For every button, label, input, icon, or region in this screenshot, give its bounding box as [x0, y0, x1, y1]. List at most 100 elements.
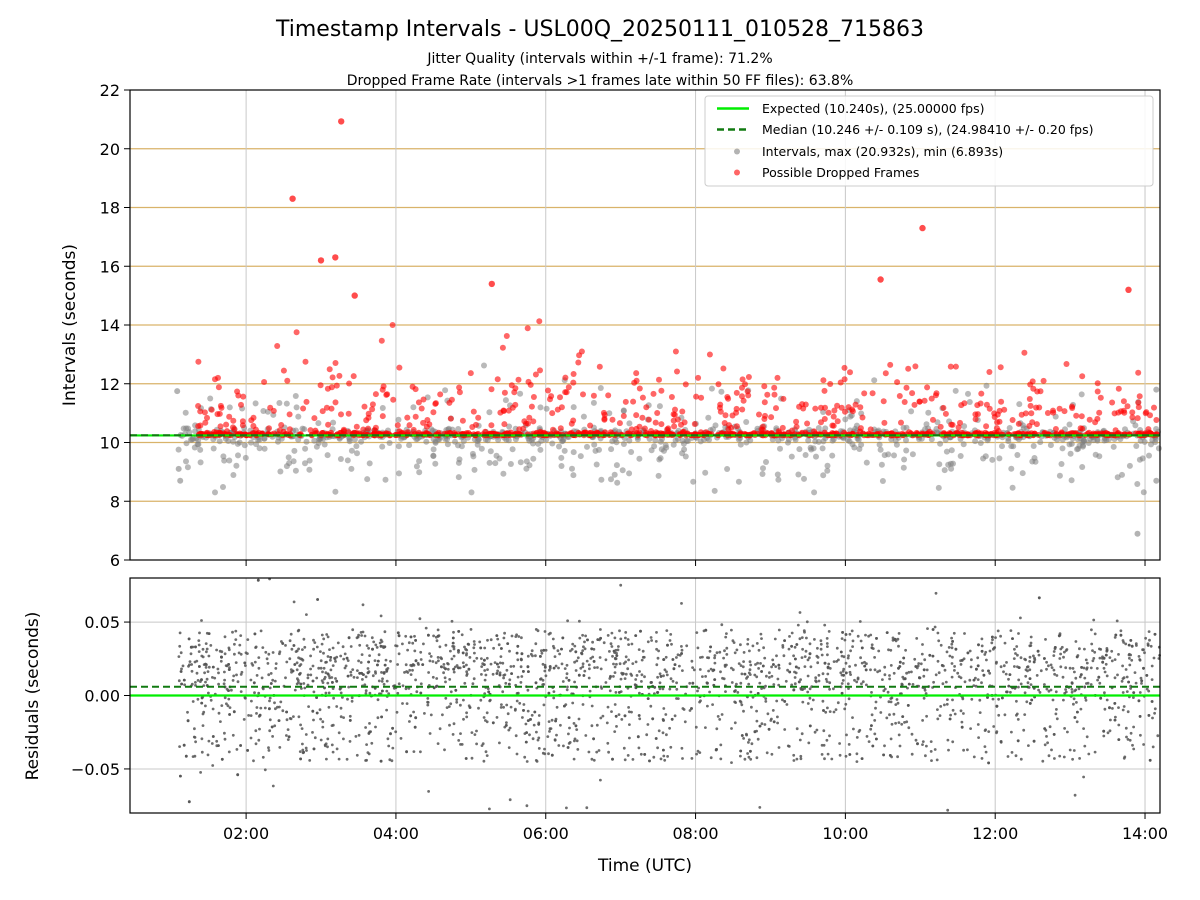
residual-point [1028, 655, 1032, 659]
interval-point [903, 437, 909, 444]
interval-point [590, 399, 597, 406]
dropped-frame-point [1027, 402, 1034, 409]
residual-point [331, 664, 335, 667]
interval-point [881, 452, 888, 459]
residual-point [824, 677, 828, 681]
dropped-frame-point [648, 428, 655, 434]
residual-point [1117, 706, 1120, 709]
residual-point [1043, 657, 1046, 660]
residual-point [1073, 793, 1077, 797]
residual-point [1129, 639, 1133, 642]
residual-point [755, 675, 759, 679]
residual-point [1101, 660, 1105, 664]
interval-point [386, 440, 393, 446]
dropped-frame-point [1129, 414, 1136, 421]
residual-point [974, 684, 978, 688]
bottom-y-tick-label: 0.00 [84, 687, 120, 706]
interval-point [226, 404, 233, 411]
interval-point [977, 440, 984, 446]
residual-point [843, 638, 847, 642]
residual-point [302, 682, 306, 685]
residual-point [1145, 674, 1149, 677]
residual-point [885, 631, 889, 634]
residual-point [569, 649, 572, 653]
residual-point [949, 713, 952, 717]
residual-point [1096, 678, 1099, 682]
residual-point [305, 613, 308, 616]
residual-point [284, 644, 287, 647]
interval-point [620, 441, 627, 447]
dropped-frame-point [252, 426, 259, 433]
residual-point [472, 640, 476, 643]
residual-point [984, 750, 988, 754]
residual-point [698, 668, 702, 671]
residual-point [659, 675, 663, 678]
residual-point [668, 687, 672, 691]
residual-point [1147, 689, 1151, 693]
x-tick-label: 08:00 [673, 824, 719, 843]
dropped-frame-point [558, 404, 565, 411]
residual-point [448, 678, 452, 681]
residual-point [696, 646, 700, 650]
residual-point [622, 746, 626, 750]
residual-point [1083, 685, 1087, 689]
residual-point [396, 691, 400, 695]
residual-point [1053, 757, 1056, 760]
dropped-frame-point [512, 401, 519, 408]
residual-point [628, 736, 631, 740]
residual-point [637, 648, 641, 651]
residual-point [231, 630, 234, 634]
interval-point [277, 468, 284, 475]
residual-point [992, 725, 996, 728]
residual-point [825, 637, 829, 640]
residual-point [304, 733, 308, 736]
residual-point [650, 639, 653, 642]
residual-point [514, 707, 517, 711]
interval-point [690, 478, 697, 485]
residual-point [913, 657, 917, 661]
residual-point [567, 678, 571, 682]
interval-point [530, 455, 537, 462]
residual-point [1025, 665, 1029, 669]
residual-point [819, 642, 823, 646]
residual-point [555, 705, 559, 709]
residual-point [820, 753, 824, 756]
residual-point [665, 733, 668, 737]
interval-point [584, 443, 590, 450]
residual-point [452, 647, 456, 651]
interval-point [366, 460, 373, 467]
top-y-tick-label: 14 [100, 316, 120, 335]
residual-point [365, 644, 369, 647]
dropped-frame-point [332, 399, 339, 406]
residual-point [1059, 665, 1063, 669]
interval-point [577, 453, 584, 460]
dropped-frame-point [526, 414, 533, 421]
residual-point [483, 669, 487, 672]
residual-point [704, 726, 707, 729]
residual-point [1052, 654, 1056, 657]
residual-point [207, 654, 211, 658]
residual-point [463, 645, 466, 649]
residual-point [648, 759, 651, 763]
dropped-frame-point [1009, 417, 1016, 423]
dropped-frame-point [1026, 423, 1033, 429]
residual-point [326, 672, 330, 676]
residual-point [319, 659, 323, 663]
residual-point [274, 667, 278, 670]
residual-point [1005, 690, 1009, 694]
dropped-frame-point [317, 382, 324, 389]
interval-point [702, 469, 709, 476]
dropped-frame-point [1028, 410, 1035, 417]
residual-point [685, 644, 689, 648]
residual-point [305, 749, 308, 752]
residual-point [910, 732, 914, 736]
residual-point [534, 681, 538, 685]
residual-point [1061, 675, 1065, 679]
interval-point [444, 441, 451, 448]
dropped-frame-point [733, 409, 740, 416]
residual-point [204, 642, 208, 645]
residual-point [777, 628, 781, 632]
interval-point [182, 409, 189, 416]
residual-point [357, 733, 361, 737]
residual-point [370, 741, 374, 745]
